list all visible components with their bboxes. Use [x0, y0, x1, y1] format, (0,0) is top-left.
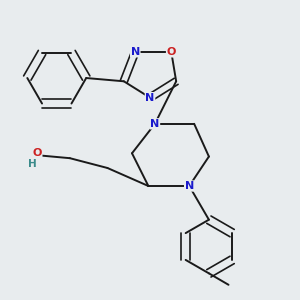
- Text: N: N: [131, 47, 140, 57]
- Text: O: O: [167, 47, 176, 57]
- Text: H: H: [28, 159, 37, 169]
- Text: N: N: [150, 119, 160, 129]
- Text: N: N: [184, 181, 194, 191]
- Text: N: N: [146, 93, 154, 103]
- Text: O: O: [32, 148, 42, 158]
